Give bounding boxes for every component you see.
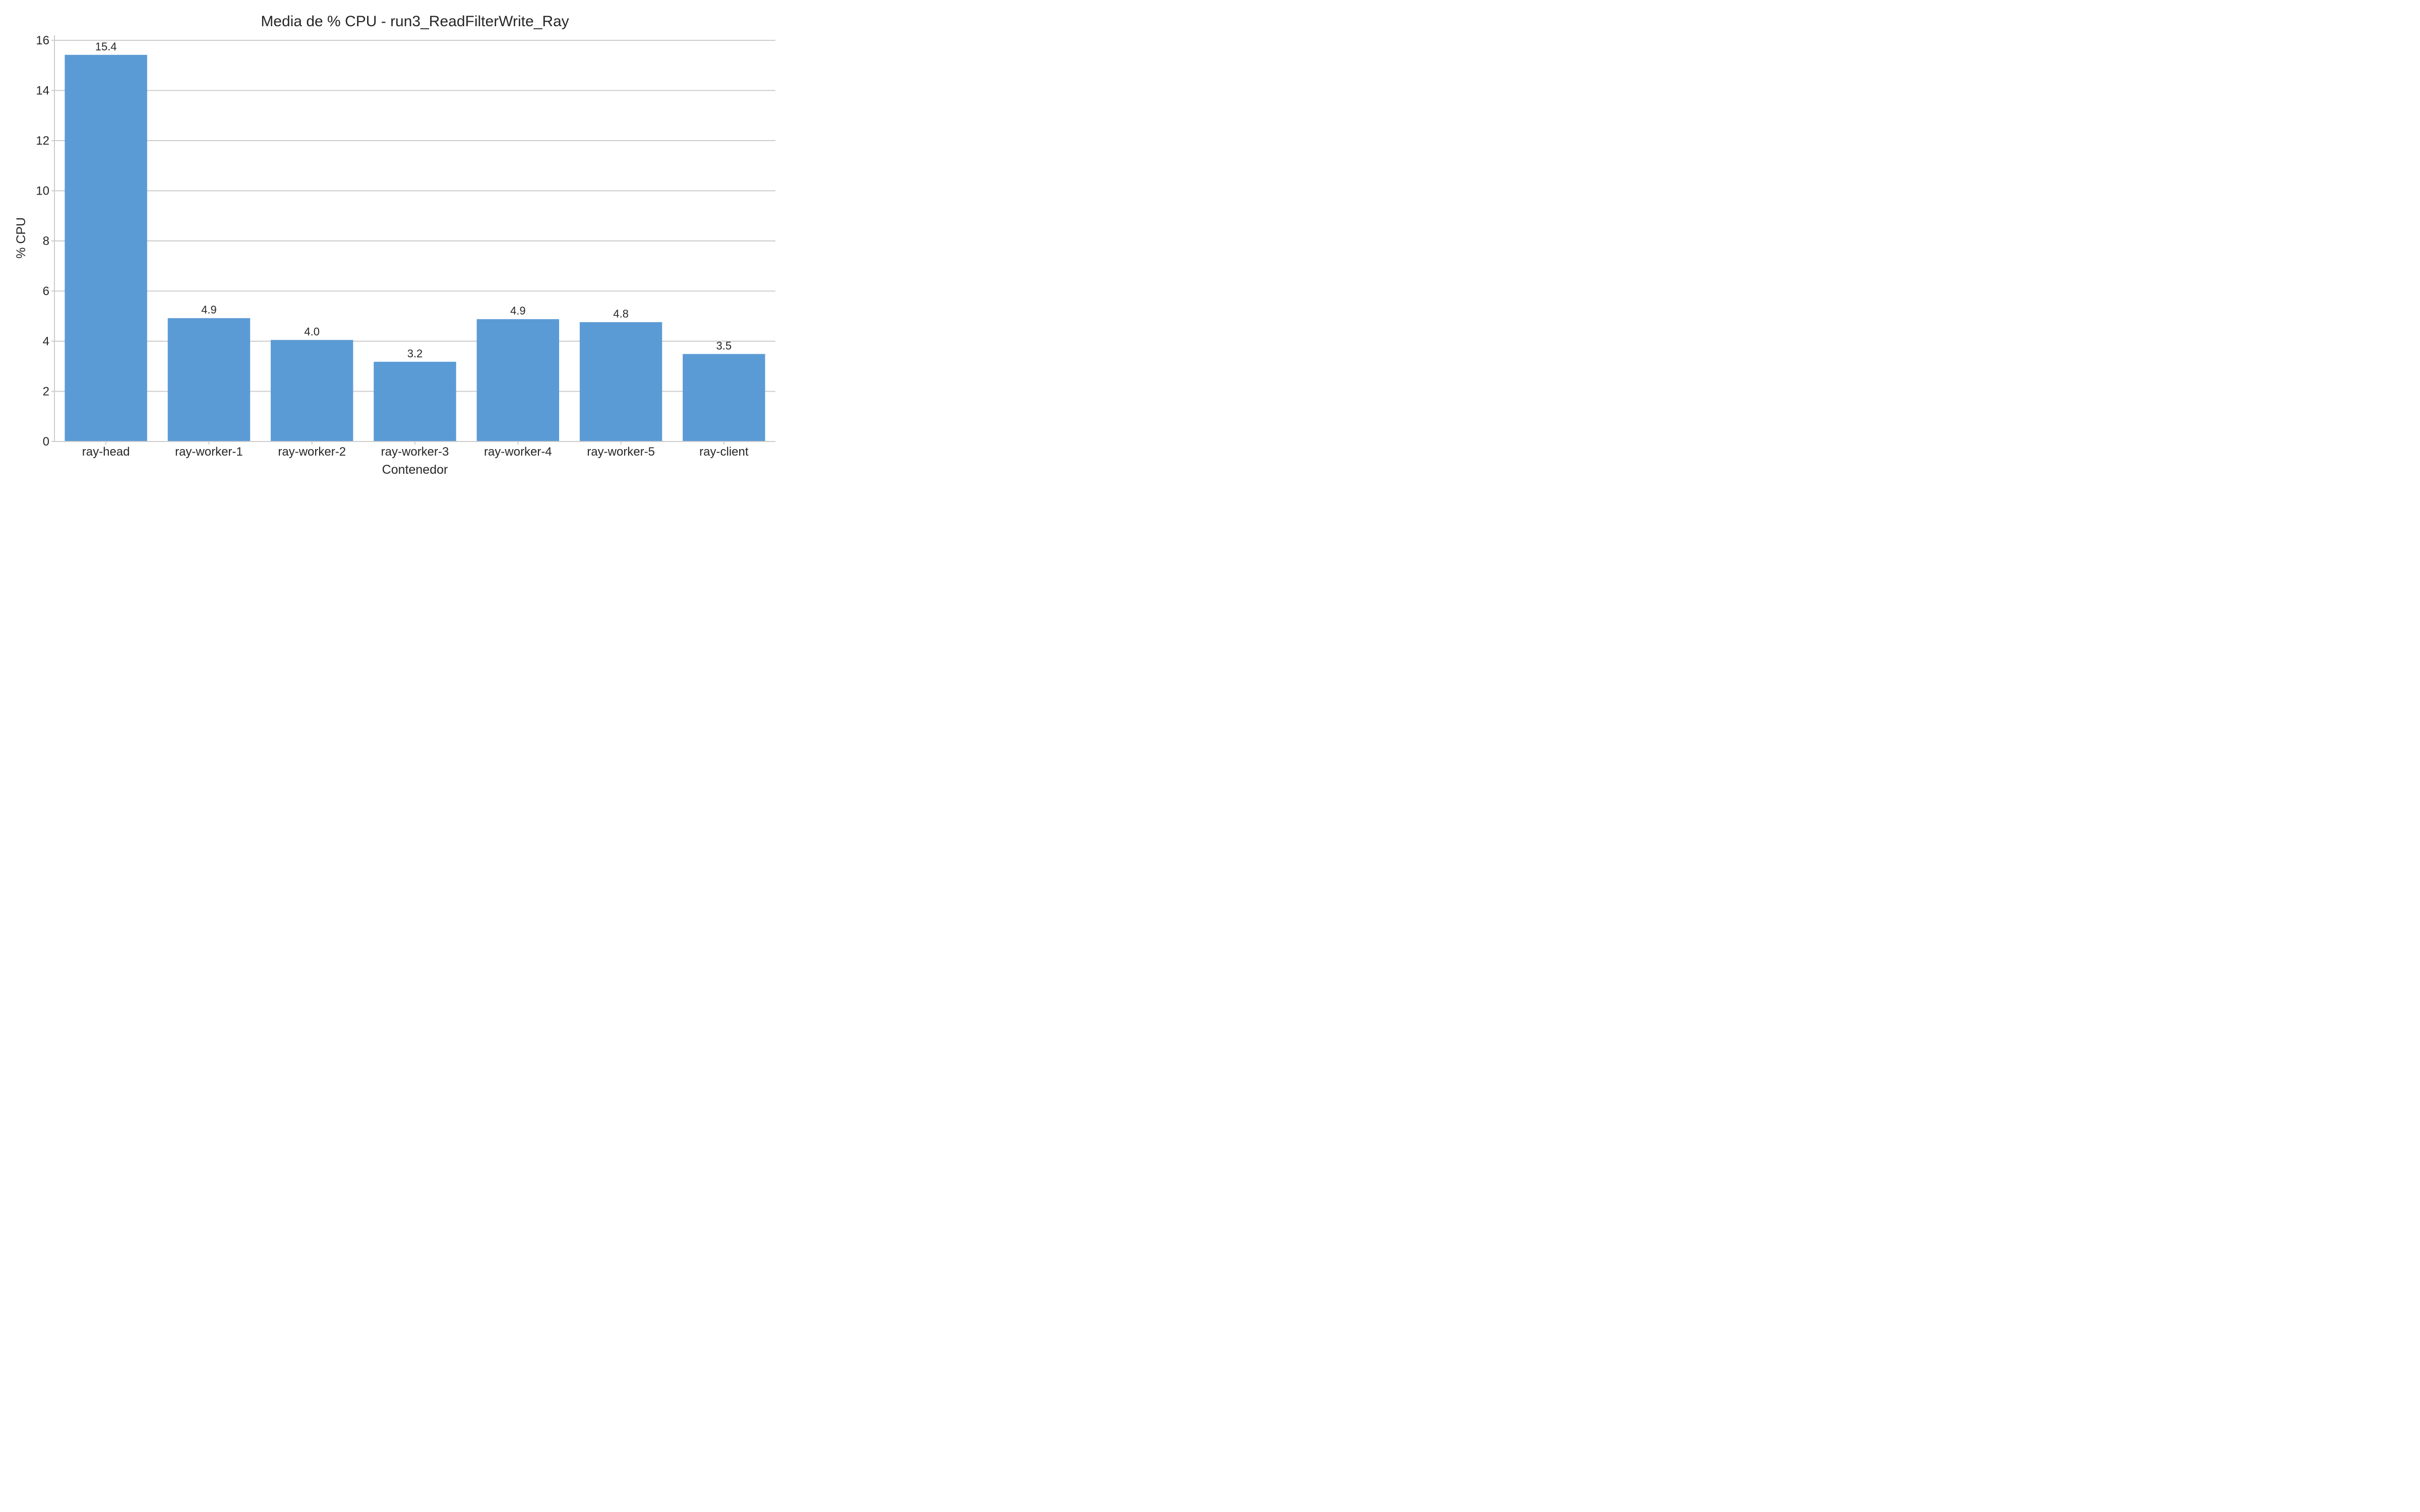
- y-tick-label: 10: [36, 184, 49, 198]
- y-tick-label: 12: [36, 134, 49, 148]
- bar-ray-client: [683, 354, 765, 442]
- bar-ray-worker-2: [271, 340, 353, 442]
- y-axis-label: % CPU: [14, 217, 28, 259]
- x-tick-label: ray-client: [699, 445, 749, 459]
- x-tick-label: ray-head: [82, 445, 130, 459]
- y-axis-ticks: 0 2 4 6 8 10 12 14 16: [36, 34, 54, 449]
- bar-ray-worker-3: [374, 361, 456, 442]
- bar-ray-worker-4: [476, 319, 559, 442]
- bar-ray-head: [65, 54, 147, 442]
- bar-value-label: 4.9: [510, 304, 526, 317]
- x-tick-label: ray-worker-2: [278, 445, 346, 459]
- x-tick-label: ray-worker-4: [484, 445, 552, 459]
- bar-value-label: 3.2: [407, 347, 423, 360]
- x-tick-label: ray-worker-3: [381, 445, 449, 459]
- bar-value-label: 15.4: [95, 40, 117, 53]
- bar-value-label: 4.9: [201, 303, 217, 316]
- gridlines: [54, 39, 775, 392]
- y-tick-label: 0: [43, 435, 49, 449]
- bar-value-label: 4.8: [613, 307, 629, 320]
- y-tick-label: 8: [43, 234, 49, 248]
- y-tick-label: 4: [43, 335, 49, 348]
- bar-value-label: 3.5: [716, 339, 732, 352]
- y-tick-label: 16: [36, 34, 49, 47]
- bar-chart: Media de % CPU - run3_ReadFilterWrite_Ra…: [14, 13, 775, 477]
- x-tick-label: ray-worker-1: [175, 445, 243, 459]
- bar-value-label: 4.0: [304, 326, 320, 338]
- x-axis-label: Contenedor: [382, 463, 448, 477]
- bar-ray-worker-1: [167, 318, 251, 442]
- y-tick-label: 14: [36, 84, 49, 97]
- y-tick-label: 6: [43, 284, 49, 298]
- x-tick-label: ray-worker-5: [587, 445, 655, 459]
- chart-container: Media de % CPU - run3_ReadFilterWrite_Ra…: [0, 0, 779, 487]
- chart-title: Media de % CPU - run3_ReadFilterWrite_Ra…: [261, 13, 569, 30]
- bars: 15.4 4.9 4.0 3.2 4.9 4.8 3.5: [65, 40, 765, 442]
- bar-ray-worker-5: [579, 322, 662, 442]
- y-tick-label: 2: [43, 385, 49, 398]
- x-axis-ticks: ray-head ray-worker-1 ray-worker-2 ray-work…: [82, 442, 749, 459]
